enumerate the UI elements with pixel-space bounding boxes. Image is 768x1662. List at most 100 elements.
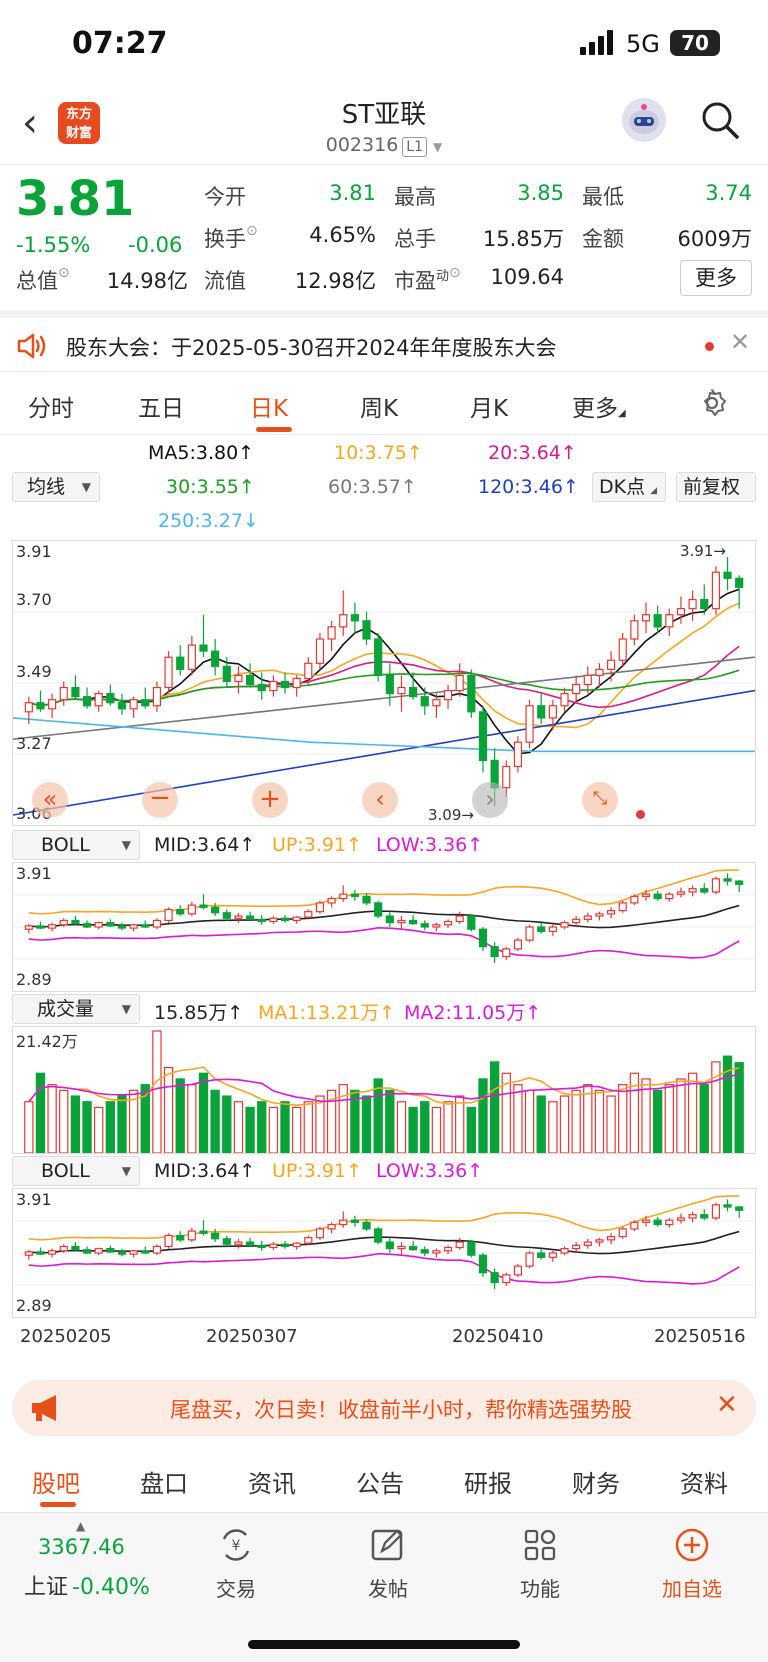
candle-body: [711, 878, 720, 893]
gear-icon[interactable]: [696, 387, 728, 419]
level-badge[interactable]: L1: [402, 137, 427, 157]
functions-button[interactable]: 功能: [520, 1577, 560, 1601]
candle-body: [304, 911, 313, 918]
tab-intraday[interactable]: 分时: [28, 396, 74, 422]
tab-financials[interactable]: 财务: [572, 1470, 620, 1498]
boll-up: UP:3.91↑: [272, 834, 362, 856]
volume-bar: [59, 1089, 69, 1154]
close-icon[interactable]: ✕: [716, 1390, 738, 1420]
candle-body: [94, 922, 103, 928]
candle-body: [548, 705, 557, 719]
chevron-left-icon[interactable]: ‹: [22, 100, 38, 146]
volume-bar: [315, 1095, 325, 1154]
index-value[interactable]: 3367.46: [38, 1535, 125, 1559]
tab-orderbook[interactable]: 盘口: [140, 1470, 188, 1498]
tab-more[interactable]: 更多◢: [572, 389, 626, 423]
volume-bar: [618, 1084, 628, 1154]
candle-body: [572, 1244, 581, 1250]
volume-bar: [652, 1089, 663, 1154]
boll-select-2[interactable]: BOLL ▼: [12, 1156, 140, 1186]
candle-body: [618, 638, 627, 661]
volume-bar: [35, 1072, 46, 1154]
boll-chart-1[interactable]: [12, 862, 756, 992]
candle-body: [548, 1252, 557, 1258]
candle-body: [350, 614, 359, 622]
volume-select[interactable]: 成交量 ▼: [12, 994, 140, 1024]
candle-body: [327, 897, 336, 904]
promo-banner[interactable]: 尾盘买，次日卖！收盘前半小时，帮你精选强势股 ✕: [12, 1380, 756, 1436]
candle-body: [606, 1235, 616, 1241]
tab-forum[interactable]: 股吧: [32, 1470, 80, 1498]
notice-bar[interactable]: 股东大会：于2025-05-30召开2024年年度股东大会 ✕: [0, 310, 768, 372]
boll2-low: LOW:3.36↑: [376, 1160, 484, 1182]
kline-chart[interactable]: [12, 540, 756, 826]
candle-body: [24, 925, 33, 930]
candle-body: [490, 946, 499, 958]
close-icon[interactable]: ✕: [730, 328, 751, 356]
volume-bar: [175, 1078, 185, 1154]
zoom-in-icon[interactable]: +: [252, 782, 288, 818]
boll2-y-top: 3.91: [16, 1190, 52, 1209]
zoom-out-icon[interactable]: −: [142, 782, 178, 818]
search-icon[interactable]: [700, 100, 740, 140]
expand-icon[interactable]: ⤡: [582, 782, 618, 818]
candle-body: [572, 918, 581, 924]
assistant-robot-icon[interactable]: [622, 98, 666, 142]
tab-monthly-k[interactable]: 月K: [470, 396, 509, 422]
candle-body: [572, 683, 581, 695]
info-icon[interactable]: ⊙: [246, 223, 258, 239]
more-button[interactable]: 更多: [680, 260, 752, 296]
tab-research[interactable]: 研报: [464, 1470, 512, 1498]
active-tab-indicator: [256, 427, 292, 432]
info-icon[interactable]: ⊙: [449, 265, 461, 281]
speaker-icon: [17, 333, 46, 359]
tab-news[interactable]: 资讯: [248, 1470, 296, 1498]
volume-bar: [163, 1066, 174, 1154]
boll-chart-2[interactable]: [12, 1188, 756, 1318]
volume-bar: [443, 1101, 453, 1154]
tab-weekly-k[interactable]: 周K: [360, 396, 399, 422]
volume-bar: [94, 1106, 104, 1154]
info-icon[interactable]: ⊙: [58, 265, 70, 281]
index-info[interactable]: 上证 -0.40%: [24, 1569, 150, 1601]
volume-ma1-line: [28, 1066, 740, 1106]
volume-value-legend: 15.85万↑: [154, 1002, 244, 1024]
adjust-button[interactable]: 前复权: [676, 472, 756, 502]
candle-body: [641, 893, 651, 897]
notice-text: 股东大会：于2025-05-30召开2024年年度股东大会: [66, 336, 557, 360]
candle-body: [199, 644, 208, 652]
candle-body: [630, 895, 639, 904]
candle-body: [117, 925, 127, 929]
tab-announcements[interactable]: 公告: [356, 1470, 404, 1498]
boll-select[interactable]: BOLL ▼: [12, 830, 140, 860]
caret-down-icon[interactable]: ▼: [433, 140, 443, 154]
candle-body: [59, 1245, 68, 1252]
amount-value: 6009万: [677, 227, 752, 251]
date-label-3: 20250410: [452, 1326, 544, 1347]
candle-body: [432, 924, 441, 928]
tab-daily-k[interactable]: 日K: [250, 396, 289, 422]
chevron-left-icon[interactable]: ‹: [362, 782, 398, 818]
candle-body: [292, 916, 301, 922]
indicator-select[interactable]: 均线 ▼: [12, 472, 100, 502]
volume-bar: [198, 1072, 209, 1154]
candle-body: [117, 1251, 127, 1255]
chevron-right-icon[interactable]: ›: [472, 782, 508, 818]
candle-body: [82, 1249, 92, 1254]
candle-body: [723, 878, 732, 882]
candle-body: [339, 893, 348, 900]
tab-five-day[interactable]: 五日: [138, 396, 184, 422]
rewind-icon[interactable]: «: [32, 782, 68, 818]
post-button[interactable]: 发帖: [368, 1577, 408, 1601]
dk-point-button[interactable]: DK点 ◢: [592, 472, 666, 502]
tab-profile[interactable]: 资料: [680, 1470, 728, 1498]
y-label-349: 3.49: [16, 662, 52, 681]
plus-circle-icon: [642, 1527, 742, 1571]
trade-button[interactable]: 交易: [216, 1577, 256, 1601]
app-logo: 东方 财富: [58, 102, 100, 144]
volume-chart[interactable]: [12, 1026, 756, 1154]
candle-body: [397, 686, 406, 695]
candle-body: [315, 638, 325, 664]
add-watchlist-button[interactable]: 加自选: [662, 1577, 722, 1601]
candle-body: [735, 577, 744, 589]
